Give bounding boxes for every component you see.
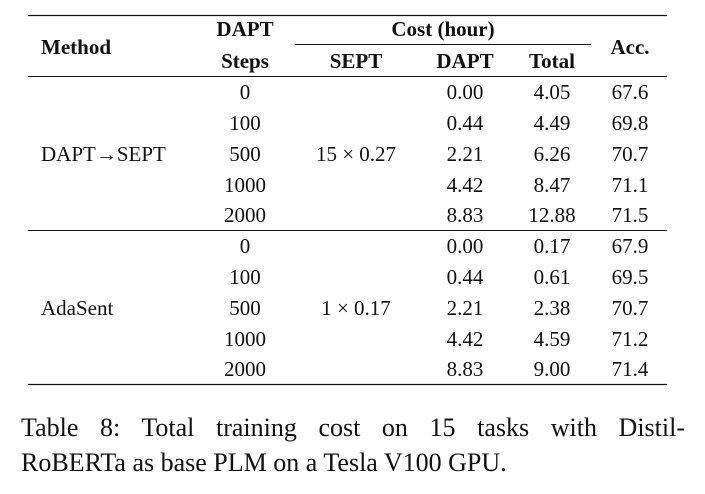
table-row: 500 2.21 2.38 70.7 xyxy=(229,296,648,320)
header-method: Method xyxy=(41,35,111,59)
group-sept-cost: 1 × 0.17 xyxy=(321,296,391,320)
cell-dapt: 0.44 xyxy=(447,265,484,289)
cell-steps: 500 xyxy=(229,296,261,320)
cell-acc: 69.8 xyxy=(612,111,649,135)
cell-steps: 0 xyxy=(240,234,251,258)
cell-steps: 2000 xyxy=(224,203,266,227)
cell-steps: 2000 xyxy=(224,357,266,381)
table-row: 2000 8.83 12.88 71.5 xyxy=(224,203,648,227)
table-row: 500 2.21 6.26 70.7 xyxy=(229,142,648,166)
cell-total: 2.38 xyxy=(534,296,571,320)
header-dapt-steps-line2: Steps xyxy=(221,49,269,73)
cell-steps: 500 xyxy=(229,142,261,166)
header-total: Total xyxy=(529,49,575,73)
header-sept: SEPT xyxy=(330,49,383,73)
cell-dapt: 0.00 xyxy=(447,234,484,258)
cell-steps: 1000 xyxy=(224,173,266,197)
table-row: 0 0.00 4.05 67.6 xyxy=(240,80,649,104)
cell-acc: 67.9 xyxy=(612,234,649,258)
table-row: 0 0.00 0.17 67.9 xyxy=(240,234,649,258)
cell-acc: 70.7 xyxy=(612,142,649,166)
cell-total: 4.59 xyxy=(534,327,571,351)
cell-acc: 71.5 xyxy=(612,203,649,227)
header-dapt-steps-line1: DAPT xyxy=(216,17,273,41)
cell-total: 0.61 xyxy=(534,265,571,289)
caption-line: RoBERTa as base PLM on a Tesla V100 GPU. xyxy=(21,448,507,477)
cell-steps: 100 xyxy=(229,111,261,135)
table-caption: Table 8: Total training cost on 15 tasks… xyxy=(21,410,685,480)
cell-dapt: 2.21 xyxy=(447,296,484,320)
table-row: 2000 8.83 9.00 71.4 xyxy=(224,357,649,381)
cell-dapt: 2.21 xyxy=(447,142,484,166)
cell-dapt: 0.44 xyxy=(447,111,484,135)
group-sept-cost: 15 × 0.27 xyxy=(316,142,396,166)
cell-acc: 70.7 xyxy=(612,296,649,320)
header-cost-group: Cost (hour) xyxy=(391,17,494,41)
cell-acc: 71.2 xyxy=(612,327,649,351)
cell-dapt: 4.42 xyxy=(447,327,484,351)
cell-steps: 1000 xyxy=(224,327,266,351)
caption-line: Table 8: Total training cost on 15 tasks… xyxy=(21,413,685,442)
table-row: 1000 4.42 4.59 71.2 xyxy=(224,327,648,351)
cell-total: 8.47 xyxy=(534,173,571,197)
cell-acc: 71.1 xyxy=(612,173,649,197)
cell-dapt: 4.42 xyxy=(447,173,484,197)
table-row: 100 0.44 0.61 69.5 xyxy=(229,265,648,289)
cell-steps: 100 xyxy=(229,265,261,289)
header-acc: Acc. xyxy=(610,35,649,59)
cell-total: 4.05 xyxy=(534,80,571,104)
cell-total: 12.88 xyxy=(528,203,575,227)
cell-dapt: 8.83 xyxy=(447,357,484,381)
cell-steps: 0 xyxy=(240,80,251,104)
table-row: 100 0.44 4.49 69.8 xyxy=(229,111,648,135)
cell-acc: 69.5 xyxy=(612,265,649,289)
cell-total: 0.17 xyxy=(534,234,571,258)
table-row: 1000 4.42 8.47 71.1 xyxy=(224,173,648,197)
cell-total: 6.26 xyxy=(534,142,571,166)
cell-dapt: 8.83 xyxy=(447,203,484,227)
header-dapt: DAPT xyxy=(436,49,493,73)
group-method-label: AdaSent xyxy=(41,296,113,320)
cell-dapt: 0.00 xyxy=(447,80,484,104)
cell-total: 9.00 xyxy=(534,357,571,381)
cell-acc: 67.6 xyxy=(612,80,649,104)
cell-total: 4.49 xyxy=(534,111,571,135)
group-method-label: DAPT→SEPT xyxy=(41,142,166,166)
cell-acc: 71.4 xyxy=(612,357,649,381)
